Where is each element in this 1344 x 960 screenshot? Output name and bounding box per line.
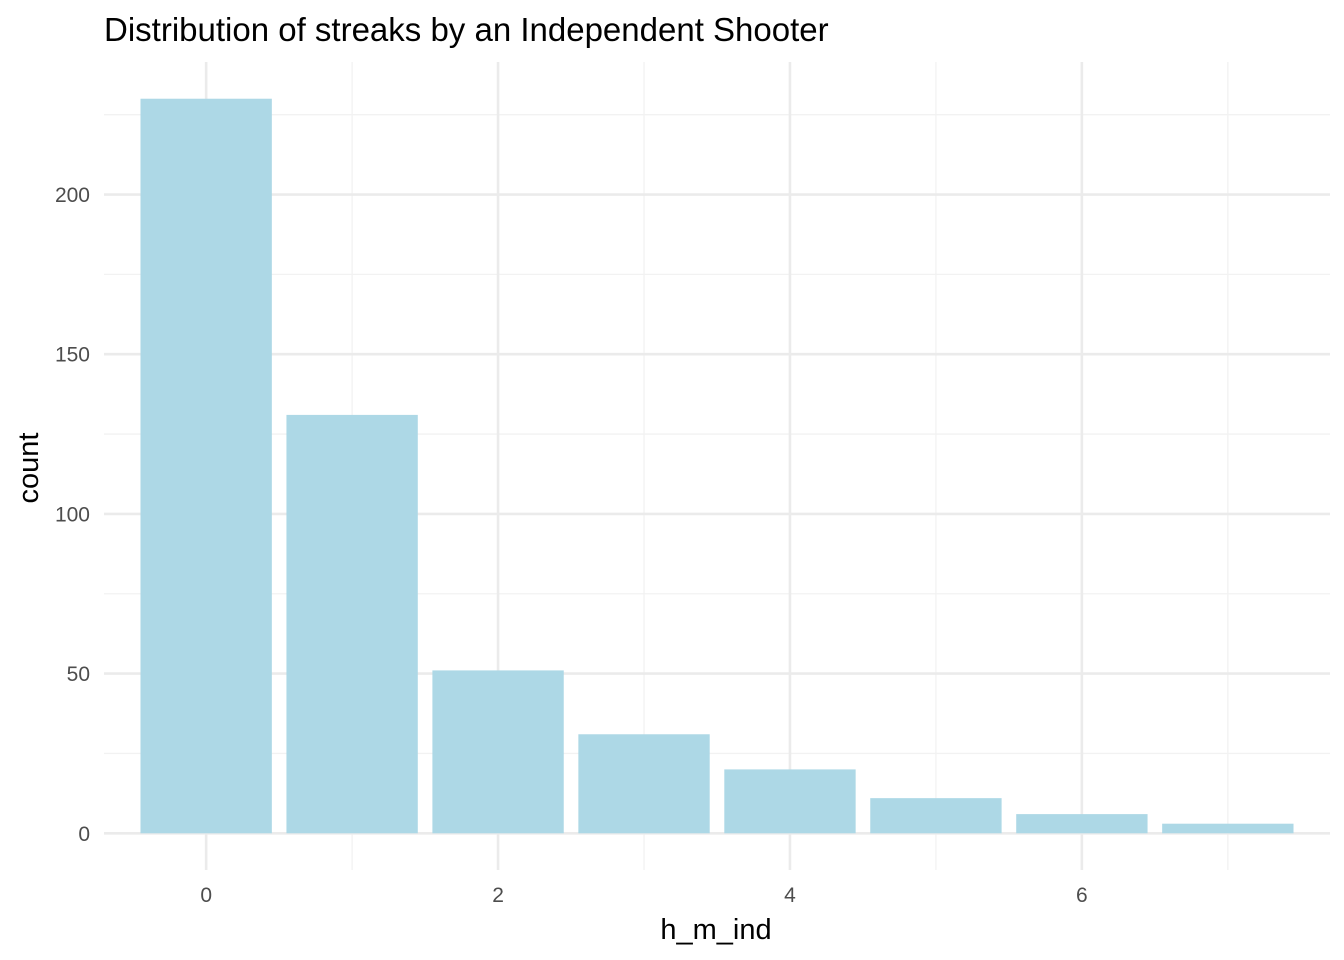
- bar-1: [286, 414, 418, 834]
- tick-labels-layer: 0 2 4 6 0 50 100 150 200: [55, 184, 1088, 907]
- bar-3: [578, 734, 710, 834]
- x-tick-label: 4: [784, 884, 796, 907]
- bar-2: [432, 670, 564, 834]
- bar-5: [870, 798, 1002, 834]
- bar-6: [1016, 814, 1148, 834]
- y-tick-label: 200: [55, 184, 90, 207]
- x-tick-label: 0: [200, 884, 212, 907]
- y-tick-label: 50: [67, 663, 90, 686]
- y-tick-label: 0: [78, 823, 90, 846]
- chart-title: Distribution of streaks by an Independen…: [104, 11, 829, 48]
- x-axis-title: h_m_ind: [660, 914, 771, 946]
- y-tick-label: 100: [55, 503, 90, 526]
- y-tick-label: 150: [55, 344, 90, 367]
- bar-4: [724, 769, 856, 834]
- bar-0: [140, 98, 272, 834]
- bar-7: [1162, 823, 1294, 834]
- bars-layer: [140, 98, 1294, 834]
- x-tick-label: 6: [1076, 884, 1088, 907]
- y-axis-title: count: [13, 433, 45, 504]
- x-tick-label: 2: [492, 884, 504, 907]
